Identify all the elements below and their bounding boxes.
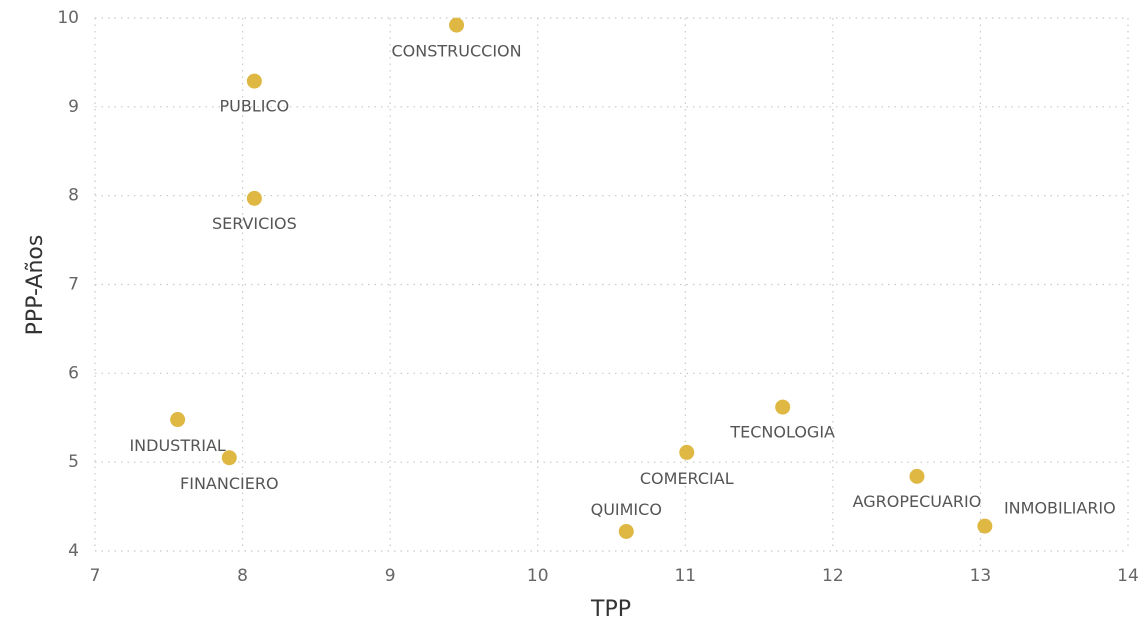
point-label: INDUSTRIAL	[129, 436, 225, 455]
x-tick-label: 13	[970, 566, 992, 586]
x-tick-label: 7	[90, 566, 101, 586]
y-tick-label: 8	[68, 186, 79, 206]
x-tick-label: 11	[674, 566, 696, 586]
point	[221, 450, 237, 466]
point	[775, 399, 791, 415]
y-tick-label: 7	[68, 275, 79, 295]
point	[246, 73, 262, 89]
point-label: TECNOLOGIA	[729, 423, 835, 442]
x-tick-label: 10	[527, 566, 549, 586]
y-tick-label: 4	[68, 541, 79, 561]
y-tick-label: 10	[57, 8, 79, 28]
x-tick-label: 8	[237, 566, 248, 586]
point-label: INMOBILIARIO	[1004, 499, 1116, 518]
point	[618, 523, 634, 539]
y-tick-label: 5	[68, 452, 79, 472]
point-label: CONSTRUCCION	[391, 42, 521, 61]
y-axis-title: PPP-Años	[23, 235, 48, 336]
x-tick-label: 14	[1117, 566, 1139, 586]
point	[170, 412, 186, 428]
x-tick-label: 9	[385, 566, 396, 586]
y-tick-label: 6	[68, 363, 79, 383]
point-label: FINANCIERO	[180, 474, 279, 493]
y-tick-label: 9	[68, 97, 79, 117]
point	[679, 444, 695, 460]
x-axis-title: TPP	[590, 597, 631, 622]
point	[449, 17, 465, 33]
point	[977, 518, 993, 534]
point-label: PUBLICO	[220, 97, 290, 116]
point	[246, 190, 262, 206]
point-label: AGROPECUARIO	[853, 492, 982, 511]
x-tick-label: 12	[822, 566, 844, 586]
point-label: QUIMICO	[591, 500, 662, 519]
point	[909, 468, 925, 484]
point-label: COMERCIAL	[640, 469, 734, 488]
point-label: SERVICIOS	[212, 214, 297, 233]
